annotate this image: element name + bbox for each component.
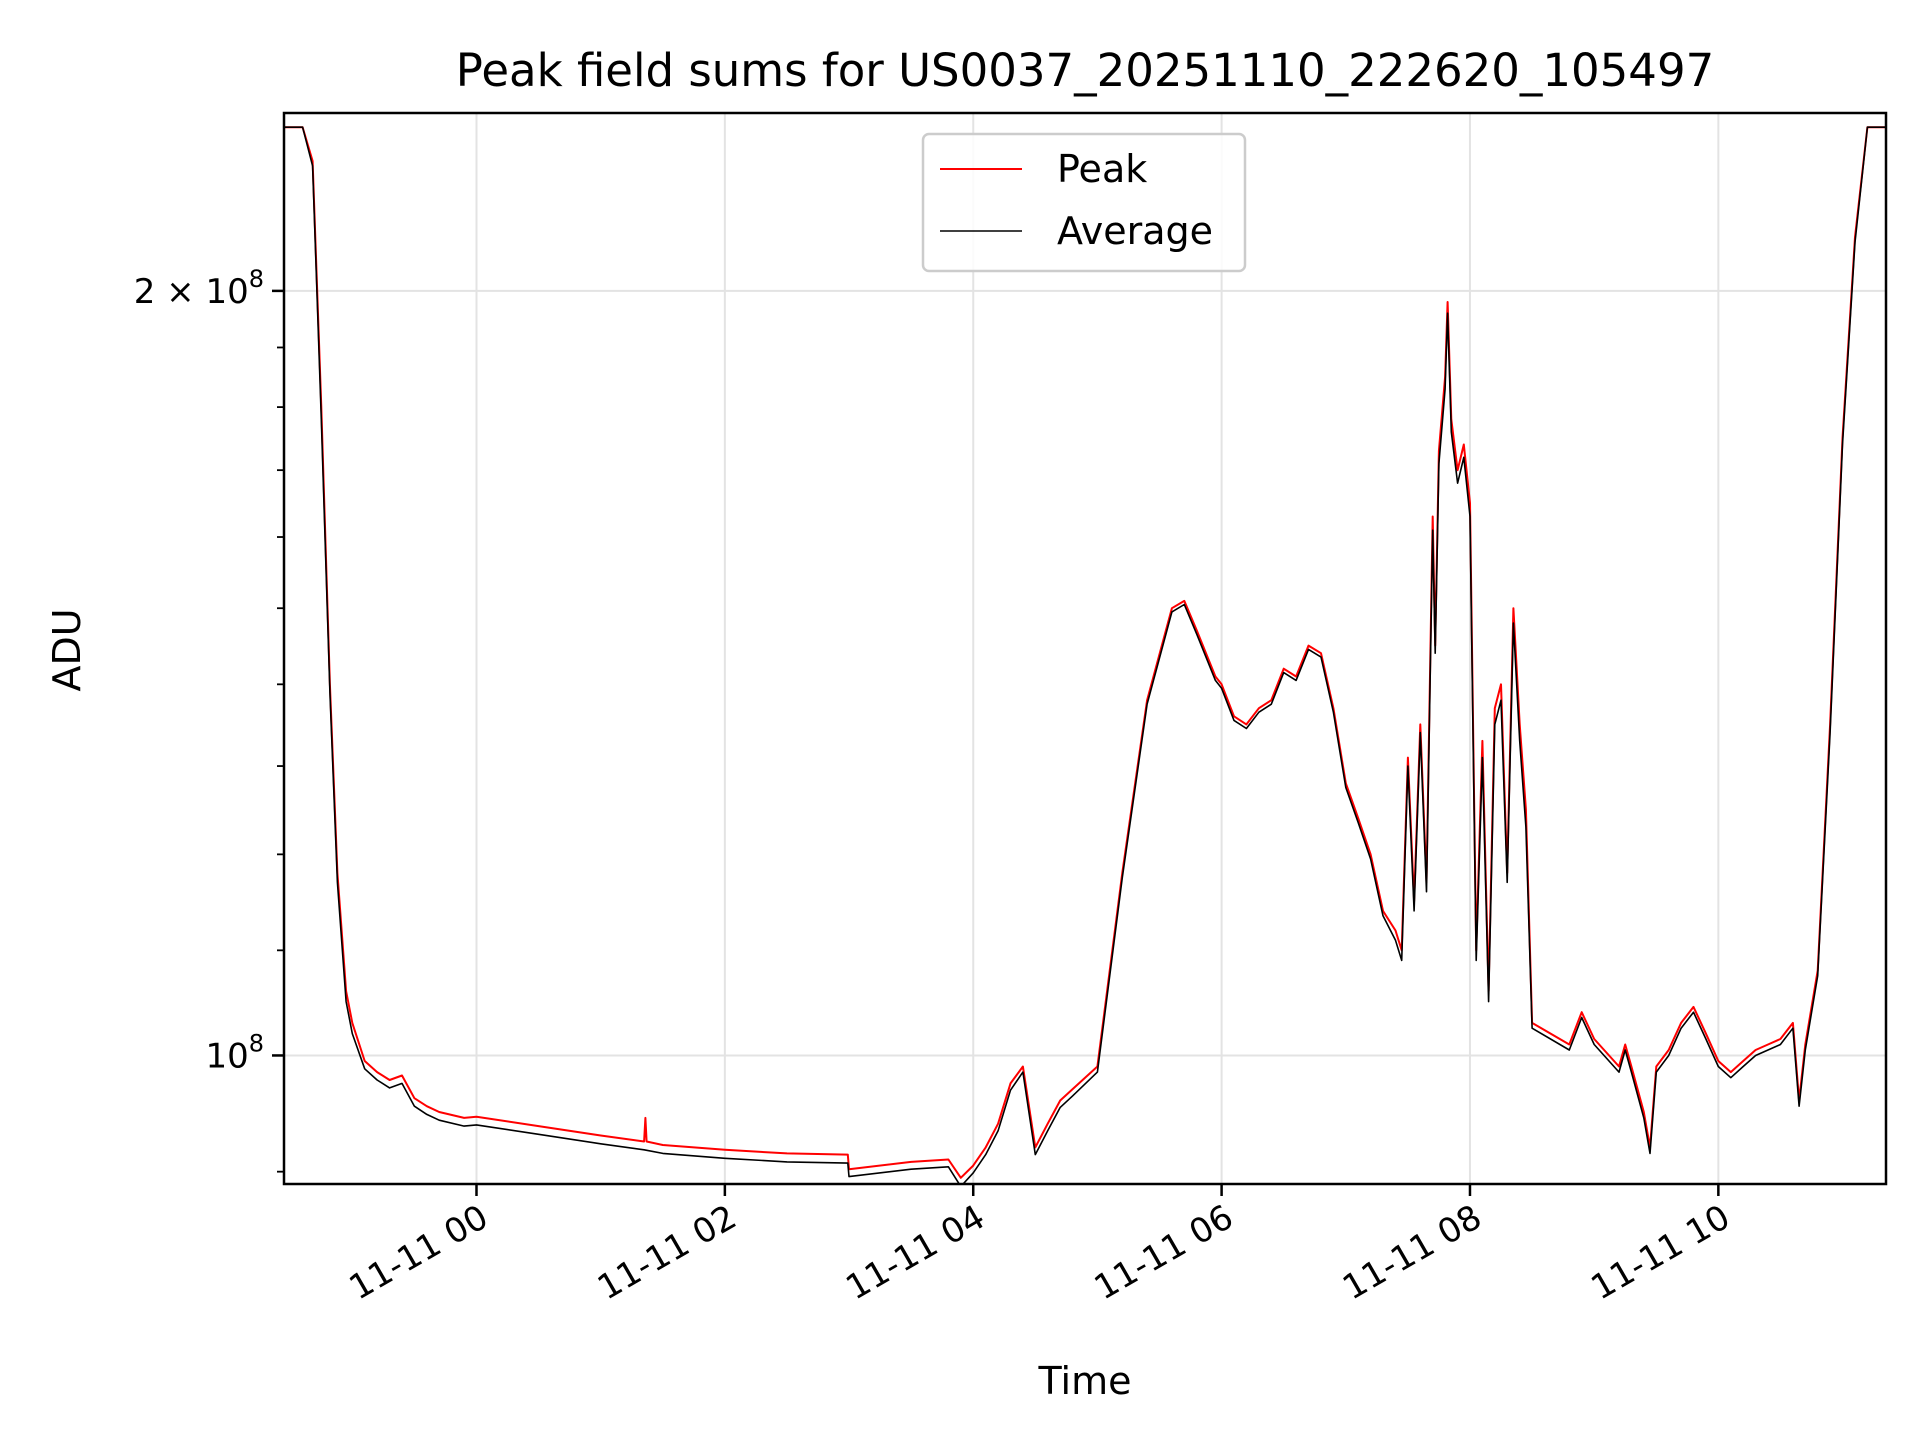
legend-peak-label: Peak [1057, 147, 1147, 191]
series-group [284, 126, 1886, 1184]
series-line-average [284, 126, 1886, 1184]
y-tick-label: 2 × 108 [134, 265, 264, 312]
y-axis-label: ADU [45, 608, 89, 691]
y-tick-label: 108 [205, 1029, 264, 1076]
legend-average-label: Average [1057, 209, 1213, 253]
x-axis-label: Time [1038, 1359, 1132, 1403]
chart-title: Peak field sums for US0037_20251110_2226… [456, 44, 1714, 97]
legend: Peak Average [921, 132, 1247, 273]
grid [284, 113, 1886, 1184]
y-axis-ticks: 108 2 × 108 [134, 265, 284, 1173]
plot-frame [282, 111, 1888, 1186]
plot-area [284, 113, 1886, 1184]
